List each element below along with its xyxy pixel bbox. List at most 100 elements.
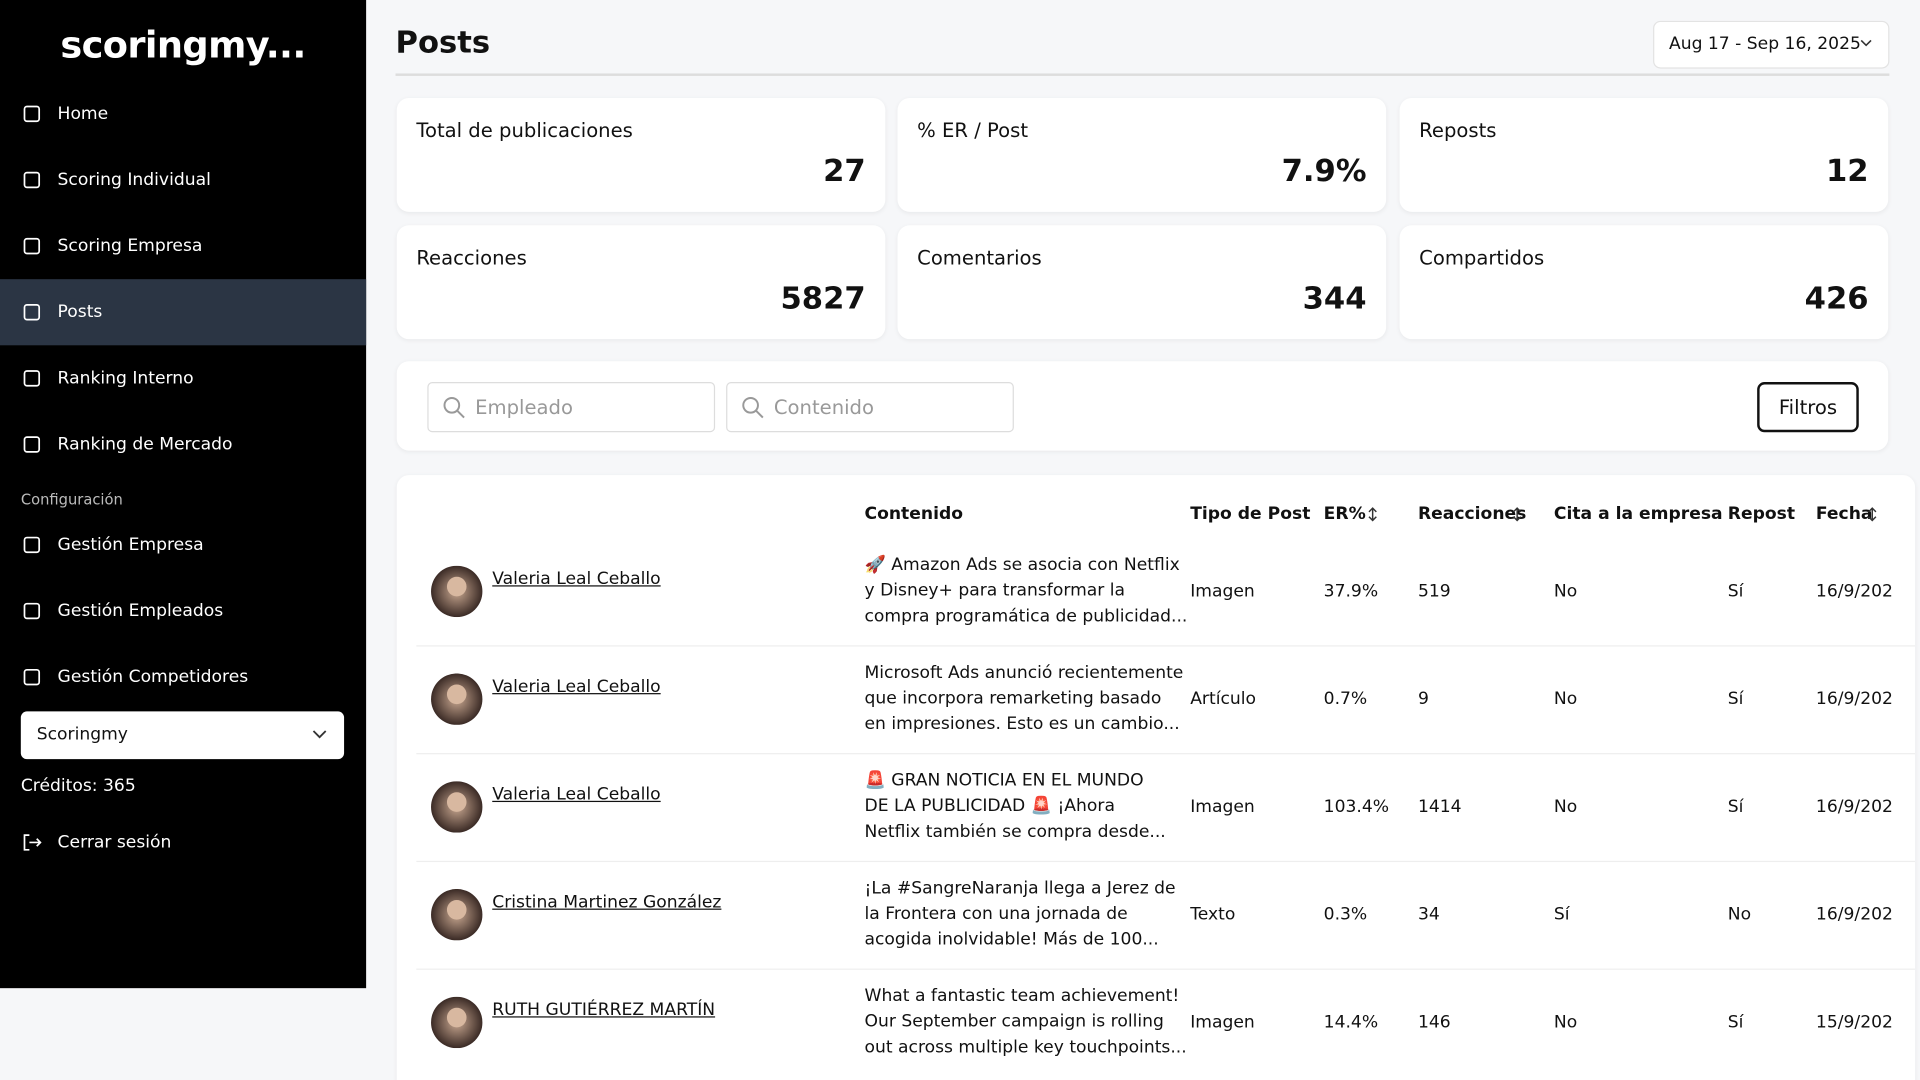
logout[interactable]: Cerrar sesión <box>0 809 366 875</box>
nav-icon <box>22 601 42 621</box>
content-line: en impresiones. Esto es un cambio... <box>864 712 1183 738</box>
content-line: Our September campaign is rolling <box>864 1010 1186 1036</box>
stat-value: 7.9% <box>1282 153 1367 189</box>
placeholder: Contenido <box>774 396 874 419</box>
date-cell: 15/9/202 <box>1816 1013 1893 1033</box>
filters-button[interactable]: Filtros <box>1757 382 1859 432</box>
logo: scoringmy... <box>0 24 366 67</box>
nav-item[interactable]: Scoring Individual <box>0 147 366 213</box>
date-picker[interactable]: Aug 17 - Sep 16, 2025 <box>1653 21 1889 69</box>
nav-item[interactable]: Ranking de Mercado <box>0 411 366 477</box>
content-line: compra programática de publicidad... <box>864 604 1187 630</box>
employee-link[interactable]: Cristina Martinez González <box>492 893 721 913</box>
sort-icon[interactable] <box>1867 507 1877 522</box>
cita-cell: No <box>1554 1013 1577 1033</box>
content-line: 🚨 GRAN NOTICIA EN EL MUNDO <box>864 768 1165 794</box>
er-cell: 103.4% <box>1324 797 1389 817</box>
logout-label: Cerrar sesión <box>58 833 172 853</box>
content-search[interactable]: Contenido <box>726 382 1014 432</box>
content-preview: 🚀 Amazon Ads se asocia con Netflixy Disn… <box>864 553 1187 630</box>
content-line: la Frontera con una jornada de <box>864 902 1175 928</box>
sort-icon[interactable] <box>1512 507 1522 522</box>
stat-card: Total de publicaciones27 <box>397 98 886 212</box>
search-icon <box>741 396 765 420</box>
employee-link[interactable]: RUTH GUTIÉRREZ MARTÍN <box>492 1000 715 1020</box>
stat-label: Reposts <box>1419 119 1496 142</box>
nav-label: Ranking de Mercado <box>58 435 233 455</box>
content-line: out across multiple key touchpoints... <box>864 1035 1186 1061</box>
column-header: Cita a la empresa <box>1554 504 1723 524</box>
content-line: y Disney+ para transformar la <box>864 579 1187 605</box>
date-cell: 16/9/202 <box>1816 582 1893 602</box>
stat-label: Comentarios <box>917 246 1042 269</box>
content-line: What a fantastic team achievement! <box>864 984 1186 1010</box>
reactions-cell: 1414 <box>1418 797 1462 817</box>
stat-value: 426 <box>1805 280 1869 316</box>
repost-cell: No <box>1728 905 1751 925</box>
reactions-cell: 9 <box>1418 689 1429 709</box>
content-preview: Microsoft Ads anunció recientementeque i… <box>864 661 1183 738</box>
employee-search[interactable]: Empleado <box>427 382 715 432</box>
repost-cell: Sí <box>1728 797 1744 817</box>
repost-cell: Sí <box>1728 1013 1744 1033</box>
filter-bar: Empleado Contenido Filtros <box>397 361 1888 450</box>
employee-link[interactable]: Valeria Leal Ceballo <box>492 569 660 589</box>
avatar <box>431 781 482 832</box>
column-header: Contenido <box>864 504 963 524</box>
logout-icon <box>22 833 42 853</box>
stat-card: Reacciones5827 <box>397 225 886 339</box>
column-header: Tipo de Post <box>1190 504 1310 524</box>
content-line: ¡La #SangreNaranja llega a Jerez de <box>864 876 1175 902</box>
stat-card: % ER / Post7.9% <box>898 98 1387 212</box>
type-cell: Texto <box>1190 905 1235 925</box>
nav-item[interactable]: Scoring Empresa <box>0 213 366 279</box>
credits: Créditos: 365 <box>21 776 136 796</box>
er-cell: 0.3% <box>1324 905 1368 925</box>
avatar <box>431 673 482 724</box>
nav-label: Posts <box>58 302 103 322</box>
nav-item[interactable]: Gestión Empleados <box>0 578 366 644</box>
avatar <box>431 997 482 1048</box>
nav-item[interactable]: Gestión Competidores <box>0 644 366 710</box>
cita-cell: No <box>1554 689 1577 709</box>
employee-link[interactable]: Valeria Leal Ceballo <box>492 677 660 697</box>
cita-cell: No <box>1554 797 1577 817</box>
avatar <box>431 889 482 940</box>
employee-link[interactable]: Valeria Leal Ceballo <box>492 785 660 805</box>
content-preview: ¡La #SangreNaranja llega a Jerez dela Fr… <box>864 876 1175 953</box>
stat-label: Reacciones <box>416 246 526 269</box>
nav-item[interactable]: Home <box>0 81 366 147</box>
content-line: DE LA PUBLICIDAD 🚨 ¡Ahora <box>864 794 1165 820</box>
date-cell: 16/9/202 <box>1816 797 1893 817</box>
chevron-icon <box>1860 39 1872 49</box>
select-value: Scoringmy <box>37 725 128 745</box>
reactions-cell: 34 <box>1418 905 1440 925</box>
nav-label: Home <box>58 104 109 124</box>
date-cell: 16/9/202 <box>1816 689 1893 709</box>
posts-table: Contenido Tipo de Post ER% Reacciones Cita a… <box>397 475 1915 1080</box>
sort-icon[interactable] <box>1368 507 1378 522</box>
column-header[interactable]: Reacciones <box>1418 504 1526 524</box>
type-cell: Imagen <box>1190 797 1255 817</box>
nav-label: Gestión Empresa <box>58 535 204 555</box>
column-header[interactable]: Fecha <box>1816 504 1873 524</box>
nav-icon <box>22 435 42 455</box>
company-select[interactable]: Scoringmy <box>21 711 344 759</box>
divider <box>396 73 1890 75</box>
nav-item[interactable]: Posts <box>0 279 366 345</box>
er-cell: 14.4% <box>1324 1013 1378 1033</box>
stat-label: Compartidos <box>1419 246 1544 269</box>
nav-item[interactable]: Ranking Interno <box>0 345 366 411</box>
content-line: que incorpora remarketing basado <box>864 686 1183 712</box>
repost-cell: Sí <box>1728 689 1744 709</box>
nav-icon <box>22 667 42 687</box>
er-cell: 37.9% <box>1324 582 1378 602</box>
type-cell: Imagen <box>1190 1013 1255 1033</box>
date-range: Aug 17 - Sep 16, 2025 <box>1669 34 1861 54</box>
column-header: Repost <box>1728 504 1795 524</box>
column-header[interactable]: ER% <box>1324 504 1366 524</box>
nav-item[interactable]: Gestión Empresa <box>0 512 366 578</box>
stat-card: Comentarios344 <box>898 225 1387 339</box>
content-line: Microsoft Ads anunció recientemente <box>864 661 1183 687</box>
